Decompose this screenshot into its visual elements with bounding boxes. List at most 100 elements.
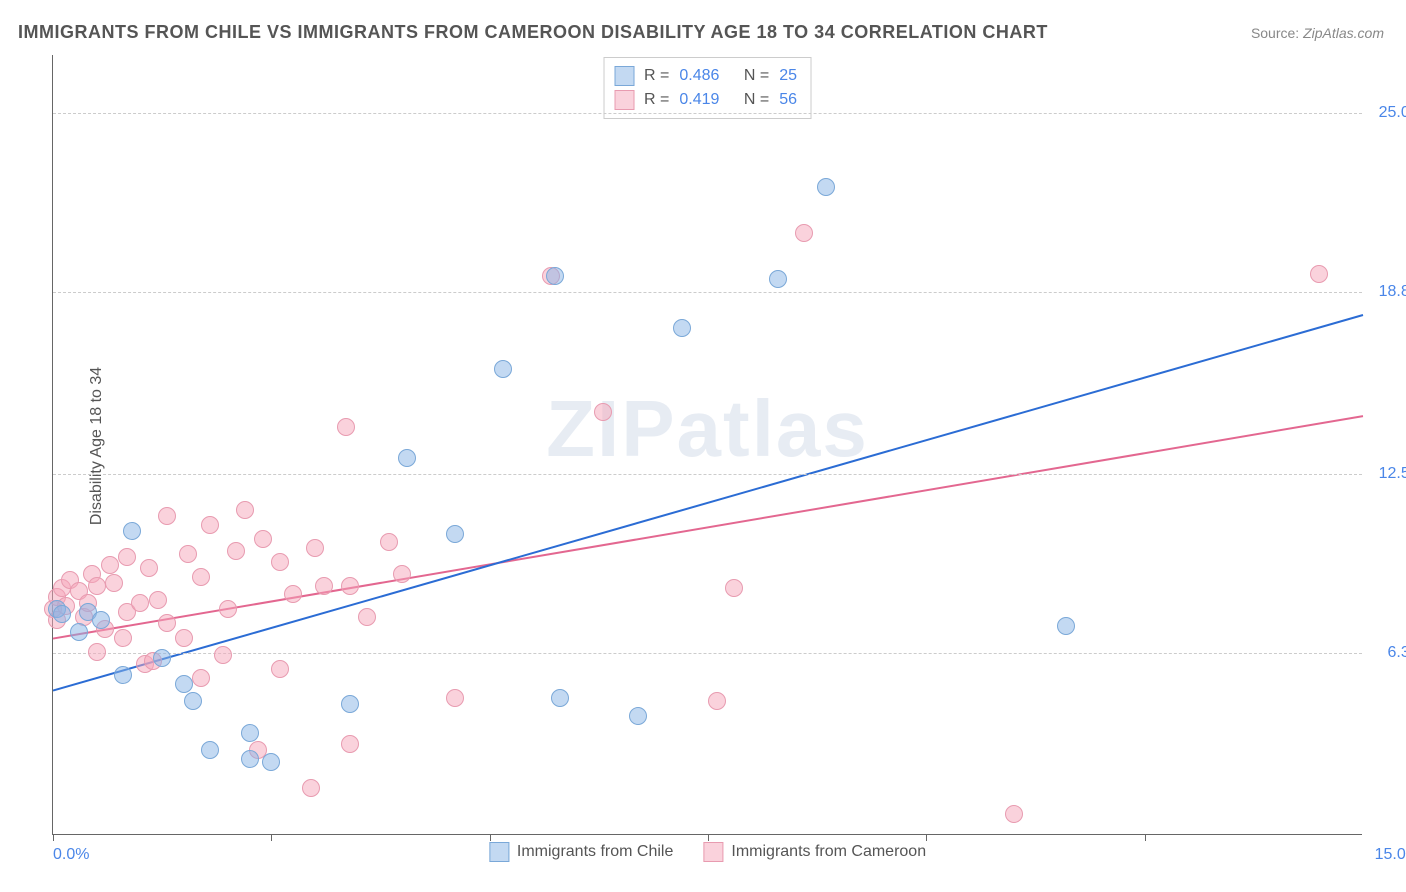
legend-label-cameroon: Immigrants from Cameroon [731,843,926,861]
x-axis-min-label: 0.0% [53,846,89,864]
cameroon-point [795,224,813,242]
chile-point [262,753,280,771]
legend-row-cameroon: R = 0.419 N = 56 [614,88,797,112]
cameroon-point [341,577,359,595]
n-value-chile: 25 [779,64,797,88]
swatch-chile [489,842,509,862]
cameroon-point [219,600,237,618]
chile-point [175,675,193,693]
y-tick-label: 25.0% [1379,104,1406,122]
chile-point [184,692,202,710]
cameroon-point [446,689,464,707]
cameroon-point [341,735,359,753]
x-tick-mark [271,834,272,841]
cameroon-point [201,516,219,534]
gridline [53,653,1362,654]
cameroon-point [131,594,149,612]
cameroon-point [175,629,193,647]
cameroon-point [271,553,289,571]
trend-lines-layer [53,55,1362,834]
chile-point [92,611,110,629]
legend-row-chile: R = 0.486 N = 25 [614,64,797,88]
chile-point [1057,617,1075,635]
swatch-cameroon [703,842,723,862]
cameroon-point [337,418,355,436]
cameroon-point [105,574,123,592]
legend-item-cameroon: Immigrants from Cameroon [703,842,926,862]
cameroon-point [380,533,398,551]
correlation-legend: R = 0.486 N = 25 R = 0.419 N = 56 [603,57,812,119]
chile-point [70,623,88,641]
chart-title: IMMIGRANTS FROM CHILE VS IMMIGRANTS FROM… [18,22,1048,43]
chile-point [446,525,464,543]
cameroon-trendline [53,416,1363,638]
chile-point [201,741,219,759]
cameroon-point [254,530,272,548]
cameroon-point [214,646,232,664]
cameroon-point [306,539,324,557]
x-axis-max-label: 15.0% [1375,846,1406,864]
cameroon-point [358,608,376,626]
r-label: R = [644,88,669,112]
y-tick-label: 12.5% [1379,465,1406,483]
chile-point [546,267,564,285]
chile-point [153,649,171,667]
gridline [53,474,1362,475]
cameroon-point [179,545,197,563]
cameroon-point [101,556,119,574]
legend-item-chile: Immigrants from Chile [489,842,673,862]
chile-point [629,707,647,725]
chile-point [123,522,141,540]
source-value: ZipAtlas.com [1303,25,1384,41]
cameroon-point [271,660,289,678]
swatch-cameroon [614,90,634,110]
x-tick-mark [1145,834,1146,841]
chile-point [817,178,835,196]
cameroon-point [192,669,210,687]
r-value-chile: 0.486 [679,64,719,88]
cameroon-point [118,548,136,566]
chile-point [769,270,787,288]
x-tick-mark [708,834,709,841]
cameroon-point [393,565,411,583]
chile-point [341,695,359,713]
chile-point [114,666,132,684]
cameroon-point [725,579,743,597]
chile-point [673,319,691,337]
cameroon-point [88,643,106,661]
series-legend: Immigrants from Chile Immigrants from Ca… [489,842,926,862]
x-tick-mark [490,834,491,841]
cameroon-point [140,559,158,577]
legend-label-chile: Immigrants from Chile [517,843,673,861]
chile-point [551,689,569,707]
chile-point [398,449,416,467]
n-value-cameroon: 56 [779,88,797,112]
cameroon-point [315,577,333,595]
cameroon-point [114,629,132,647]
chile-point [494,360,512,378]
y-tick-label: 18.8% [1379,283,1406,301]
r-value-cameroon: 0.419 [679,88,719,112]
gridline [53,292,1362,293]
x-tick-mark [926,834,927,841]
cameroon-point [192,568,210,586]
cameroon-point [227,542,245,560]
y-tick-label: 6.3% [1388,644,1406,662]
cameroon-point [88,577,106,595]
cameroon-point [284,585,302,603]
cameroon-point [158,614,176,632]
r-label: R = [644,64,669,88]
cameroon-point [708,692,726,710]
source-label: Source: [1251,25,1299,41]
chile-point [241,724,259,742]
n-label: N = [744,64,769,88]
source-attribution: Source: ZipAtlas.com [1251,25,1384,41]
cameroon-point [236,501,254,519]
gridline [53,113,1362,114]
cameroon-point [1310,265,1328,283]
cameroon-point [158,507,176,525]
chile-point [53,605,71,623]
cameroon-point [594,403,612,421]
chile-point [241,750,259,768]
scatter-plot: ZIPatlas R = 0.486 N = 25 R = 0.419 N = … [52,55,1362,835]
